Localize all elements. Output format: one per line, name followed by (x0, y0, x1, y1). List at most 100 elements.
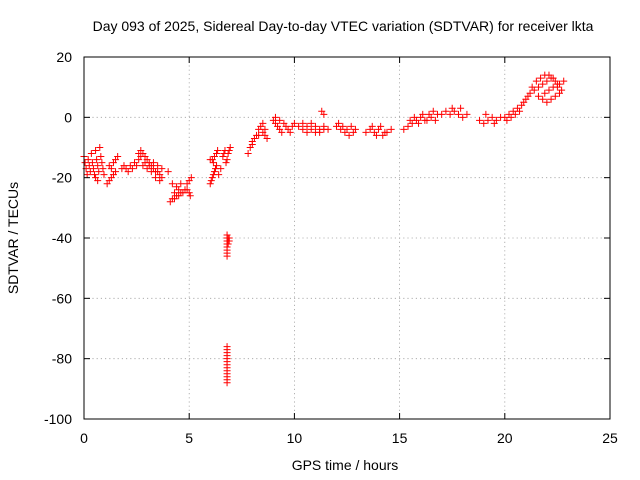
data-point (128, 165, 136, 173)
x-axis-label: GPS time / hours (292, 457, 399, 473)
grid-layer (84, 57, 610, 419)
data-point (255, 131, 263, 139)
data-point (145, 162, 153, 170)
data-point (222, 159, 230, 167)
data-point (545, 71, 553, 79)
data-point (223, 156, 231, 164)
data-point (85, 162, 93, 170)
data-point (311, 122, 319, 130)
data-point (93, 156, 101, 164)
data-point (124, 168, 132, 176)
data-point (551, 92, 559, 100)
data-point (303, 128, 311, 136)
y-tick-label: -100 (44, 411, 72, 427)
data-point (88, 159, 96, 167)
data-point (98, 159, 106, 167)
x-tick-label: 10 (287, 430, 303, 446)
data-point (372, 131, 380, 139)
data-point (459, 113, 467, 121)
data-point (539, 95, 547, 103)
data-point (537, 74, 545, 82)
data-point (387, 125, 395, 133)
data-point (223, 252, 231, 260)
data-point (541, 89, 549, 97)
data-point (89, 165, 97, 173)
data-point (463, 110, 471, 118)
data-point (511, 110, 519, 118)
data-point (92, 147, 100, 155)
data-point (81, 159, 89, 167)
data-point (362, 128, 370, 136)
data-point (152, 174, 160, 182)
data-point (520, 98, 528, 106)
data-point (553, 80, 561, 88)
x-tick-label: 5 (185, 430, 193, 446)
data-point (96, 144, 104, 151)
data-point (105, 162, 113, 170)
data-point (286, 128, 294, 136)
data-point (290, 119, 298, 127)
data-point (164, 168, 172, 176)
data-point (94, 177, 102, 185)
data-point (215, 171, 223, 179)
data-point (543, 77, 551, 85)
data-point (455, 110, 463, 118)
data-point (210, 168, 218, 176)
data-point (83, 171, 91, 179)
data-point (547, 95, 555, 103)
data-point (404, 122, 412, 130)
data-point (226, 144, 234, 151)
data-point (490, 119, 498, 127)
data-point (539, 80, 547, 88)
data-point (560, 77, 568, 85)
data-point (224, 150, 232, 158)
data-point (534, 83, 542, 91)
data-point (549, 83, 557, 91)
data-point (147, 168, 155, 176)
data-point (543, 98, 551, 106)
data-point (406, 116, 414, 124)
data-point (225, 237, 233, 245)
data-point (213, 162, 221, 170)
x-tick-label: 15 (392, 430, 408, 446)
data-point (261, 125, 269, 133)
data-point (97, 153, 105, 161)
data-point (476, 116, 484, 124)
data-point (185, 189, 193, 197)
data-point (299, 125, 307, 133)
data-point (209, 159, 217, 167)
data-point (187, 174, 195, 182)
data-point (84, 156, 92, 164)
data-point (516, 107, 524, 115)
x-tick-label: 25 (602, 430, 618, 446)
data-point (545, 86, 553, 94)
data-point (381, 128, 389, 136)
data-point (217, 165, 225, 173)
data-point (133, 162, 141, 170)
data-point (208, 174, 216, 182)
data-point (158, 165, 166, 173)
y-tick-label: 20 (56, 49, 72, 65)
data-point (415, 119, 423, 127)
data-point (154, 162, 162, 170)
data-point (223, 379, 231, 387)
data-point (448, 104, 456, 112)
data-point (278, 128, 286, 136)
y-tick-label: -60 (52, 290, 72, 306)
data-point (446, 110, 454, 118)
data-point (335, 119, 343, 127)
data-point (400, 125, 408, 133)
data-point (431, 116, 439, 124)
data-point (207, 177, 215, 185)
data-point (457, 104, 465, 112)
data-point (276, 116, 284, 124)
data-point (95, 168, 103, 176)
data-point (351, 125, 359, 133)
data-point (149, 159, 157, 167)
data-point (377, 122, 385, 130)
data-point (177, 180, 185, 188)
data-point (524, 92, 532, 100)
data-point (156, 177, 164, 185)
data-point (87, 150, 95, 158)
data-point (438, 110, 446, 118)
